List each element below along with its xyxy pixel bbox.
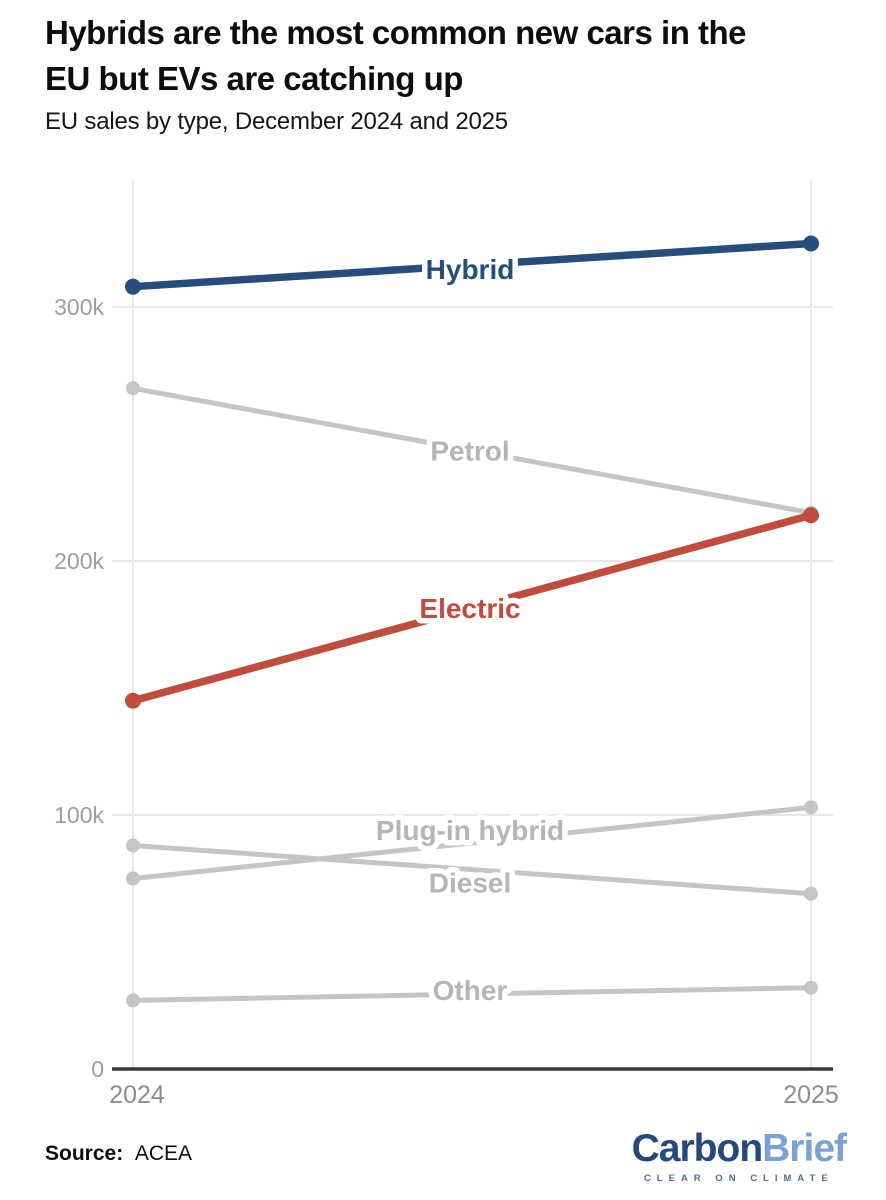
series-label-hybrid: Hybrid	[426, 254, 515, 285]
series-label-other: Other	[433, 975, 508, 1006]
logo-tagline: CLEAR ON CLIMATE	[643, 1172, 834, 1184]
x-tick-label-2025: 2025	[783, 1081, 839, 1109]
point-plug-in-hybrid-2025	[804, 800, 818, 815]
point-diesel-2025	[804, 886, 818, 901]
chart-title-line1: Hybrids are the most common new cars in …	[45, 14, 747, 51]
point-electric-2025	[803, 507, 819, 524]
line-petrol	[130, 385, 814, 516]
series-label-diesel: Diesel	[429, 868, 512, 899]
line-other	[130, 985, 814, 1003]
carbonbrief-logo-wordmark: CarbonBrief	[631, 1127, 847, 1171]
point-other-2025	[804, 980, 818, 995]
point-diesel-2024	[126, 838, 140, 853]
line-hybrid	[129, 239, 815, 291]
y-tick-label-300k: 300k	[54, 294, 104, 320]
series-label-electric: Electric	[419, 593, 520, 624]
chart-title-line2: EU but EVs are catching up	[45, 60, 463, 98]
logo-brief-text: Brief	[762, 1127, 847, 1170]
point-electric-2024	[125, 692, 141, 709]
point-plug-in-hybrid-2024	[126, 871, 140, 886]
point-petrol-2024	[126, 381, 140, 396]
point-other-2024	[126, 993, 140, 1008]
series-label-plug-in-hybrid: Plug-in hybrid	[376, 815, 564, 846]
source-name: ACEA	[134, 1142, 193, 1165]
y-tick-label-100k: 100k	[54, 802, 104, 828]
chart-subtitle: EU sales by type, December 2024 and 2025	[45, 108, 508, 136]
chart-header: Hybrids are the most common new cars in …	[45, 10, 841, 136]
point-hybrid-2025	[803, 235, 819, 252]
line-plug-in-hybrid	[130, 804, 814, 881]
line-electric	[129, 511, 815, 705]
y-tick-label-200k: 200k	[54, 548, 104, 574]
point-hybrid-2024	[125, 278, 141, 295]
logo-carbon-text: Carbon	[631, 1127, 763, 1170]
chart-title: Hybrids are the most common new cars in …	[45, 10, 841, 102]
source-note: Source: ACEA	[45, 1142, 192, 1166]
line-diesel	[130, 842, 814, 897]
series-label-petrol: Petrol	[430, 436, 509, 467]
x-tick-label-2024: 2024	[109, 1081, 165, 1109]
y-tick-label-0: 0	[91, 1056, 104, 1082]
carbonbrief-logo: CarbonBrief CLEAR ON CLIMATE	[631, 1127, 847, 1184]
source-label: Source:	[45, 1142, 124, 1165]
